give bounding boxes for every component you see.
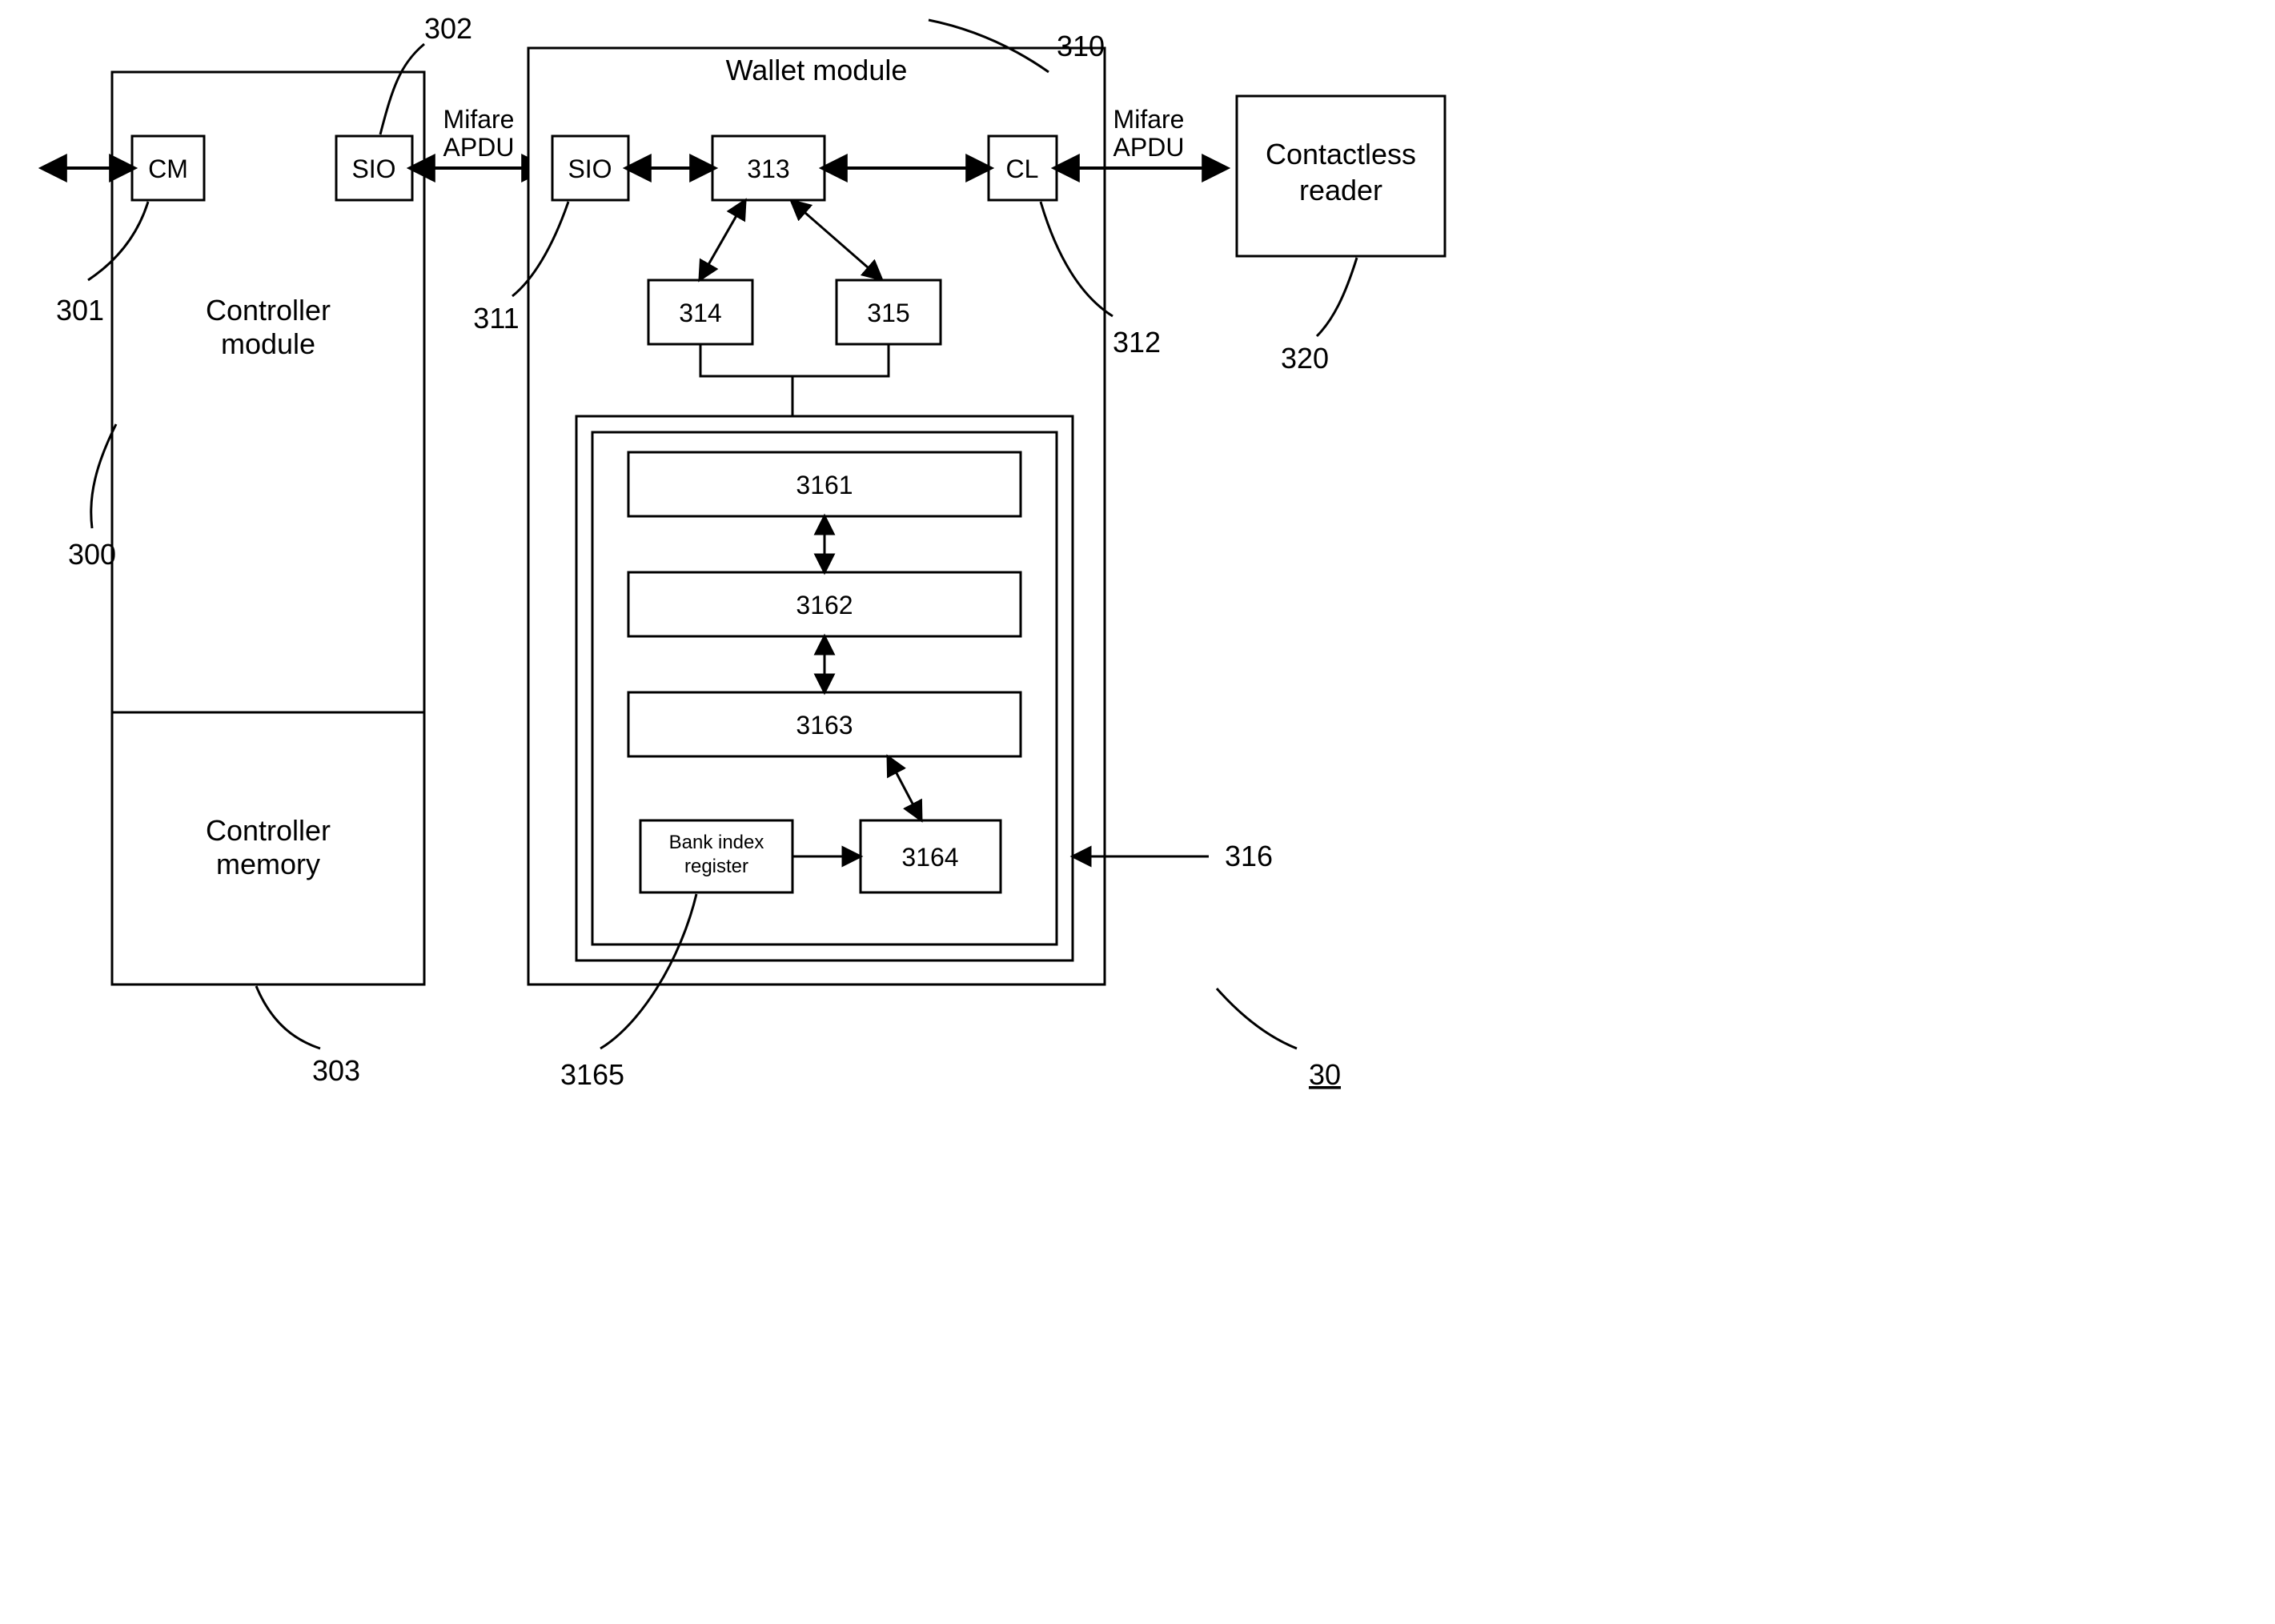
ref-30: 30 [1309, 1058, 1341, 1091]
ref-303: 303 [312, 1054, 360, 1087]
callout-30 [1217, 988, 1297, 1049]
controller-memory-label: Controllermemory [206, 814, 331, 880]
ref-316: 316 [1225, 840, 1273, 872]
bank-index-label-l2: register [684, 856, 748, 877]
label-315: 315 [867, 299, 909, 327]
bank-index-label-l1: Bank index [669, 832, 764, 853]
label-313: 313 [747, 154, 789, 183]
mifare-link-1-l1: Mifare [443, 105, 515, 134]
wallet-sio-label: SIO [568, 154, 612, 183]
ref-320: 320 [1281, 342, 1329, 375]
ref-311: 311 [473, 302, 519, 335]
label-3164: 3164 [901, 843, 958, 872]
ref-312: 312 [1113, 326, 1161, 359]
cl-label: CL [1006, 154, 1039, 183]
callout-303 [256, 986, 320, 1049]
mifare-link-1-l2: APDU [443, 133, 515, 162]
controller-module: Controllermodule Controllermemory CM SIO [44, 72, 424, 984]
wallet-title: Wallet module [726, 54, 908, 86]
mifare-link-2-l2: APDU [1113, 133, 1185, 162]
ref-310: 310 [1057, 30, 1105, 62]
mifare-link-2-l1: Mifare [1113, 105, 1185, 134]
contactless-reader: Contactless reader [1237, 96, 1445, 256]
cm-label: CM [148, 154, 188, 183]
reader-label-l1: Contactless [1266, 138, 1416, 170]
ref-302: 302 [424, 12, 472, 45]
ref-3165: 3165 [560, 1058, 624, 1091]
controller-sio-label: SIO [351, 154, 395, 183]
label-3161: 3161 [796, 471, 853, 499]
wallet-module: Wallet module SIO 313 CL 314 315 3161 31… [528, 48, 1105, 984]
reader-label-l2: reader [1299, 174, 1382, 207]
ref-301: 301 [56, 294, 104, 327]
ref-300: 300 [68, 538, 116, 571]
label-3163: 3163 [796, 711, 853, 740]
callout-320 [1317, 258, 1357, 336]
label-314: 314 [679, 299, 721, 327]
label-3162: 3162 [796, 591, 853, 620]
controller-title: Controllermodule [206, 294, 331, 360]
